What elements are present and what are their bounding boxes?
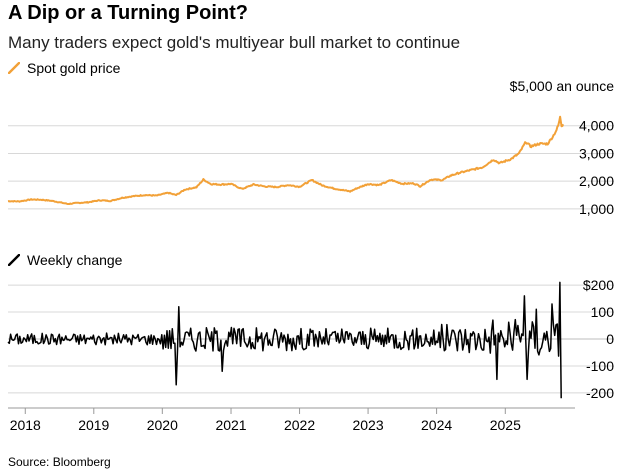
chart-subtitle: Many traders expect gold's multiyear bul…: [8, 33, 461, 52]
gold-y-tick-label: 4,000: [579, 118, 614, 134]
weekly-y-tick-label: 0: [606, 331, 614, 347]
legend-weekly-swatch-icon: [8, 254, 20, 266]
gold-price-line: [7, 115, 565, 205]
weekly-change-chart: $200 100 0 -100 -200 2018 2019 2020 2021 2022 2023…: [7, 277, 615, 433]
legend-spot-gold-label: Spot gold price: [27, 60, 121, 76]
legend-weekly-change-label: Weekly change: [27, 252, 123, 268]
x-tick-label: 2023: [352, 417, 383, 433]
legend-spot-gold: Spot gold price: [8, 60, 120, 76]
gold-y-tick-label: 3,000: [579, 145, 614, 161]
weekly-y-tick-label: $200: [583, 277, 614, 293]
x-tick-label: 2018: [10, 417, 41, 433]
x-tick-label: 2022: [284, 417, 315, 433]
weekly-y-tick-label: -100: [586, 358, 614, 374]
spot-gold-chart: 1,000 2,000 3,000 4,000 $5,000 an ounce: [7, 78, 615, 217]
gold-y-tick-label: 2,000: [579, 173, 614, 189]
legend-weekly-change: Weekly change: [8, 252, 122, 268]
weekly-change-line: [7, 281, 562, 399]
x-tick-label: 2025: [490, 417, 521, 433]
weekly-y-tick-label: -200: [586, 385, 614, 401]
gold-y-tick-label: 1,000: [579, 201, 614, 217]
chart-title: A Dip or a Turning Point?: [8, 2, 248, 24]
source-note: Source: Bloomberg: [8, 455, 111, 469]
x-tick-label: 2020: [147, 417, 178, 433]
weekly-y-tick-label: 100: [591, 304, 615, 320]
x-tick-label: 2024: [421, 417, 452, 433]
legend-gold-swatch-icon: [8, 62, 20, 74]
x-tick-label: 2021: [215, 417, 246, 433]
x-tick-label: 2019: [78, 417, 109, 433]
gold-unit-label: $5,000 an ounce: [510, 78, 615, 94]
